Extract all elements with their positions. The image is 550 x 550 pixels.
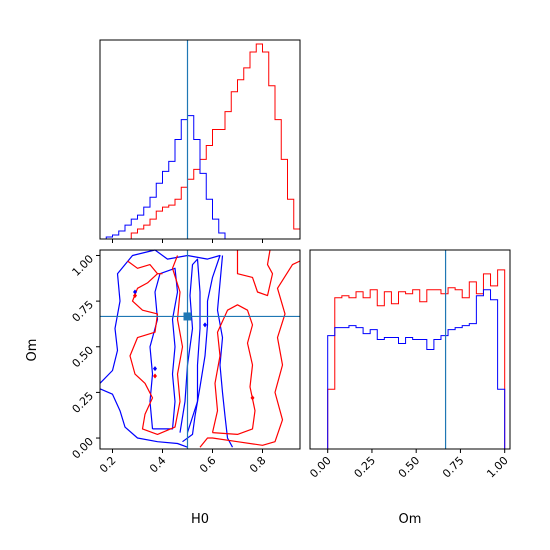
om-x-tick-label: 0.25: [352, 454, 379, 481]
joint-truth-point: [183, 312, 192, 321]
contour-red-5: [127, 255, 184, 435]
om-y-tick-label: 1.00: [70, 252, 97, 279]
om-marginal-panel: 0.00 0.25 0.50 0.75 1.00 Om: [307, 249, 511, 527]
x-axis-label-om: Om: [399, 512, 422, 527]
om-y-tick-label: 0.50: [70, 344, 97, 371]
contour-red-7: [199, 260, 301, 448]
h0-marginal-panel: [99, 39, 301, 243]
h0-histograms: [100, 43, 301, 240]
om-marginal-frame: [309, 249, 511, 450]
om-hist-blue: [327, 289, 506, 449]
h0-marginal-ticks: [112, 239, 263, 243]
contour-blue-4: [216, 255, 234, 448]
om-x-tick-label: 0.50: [396, 454, 423, 481]
contour-blue-2: [149, 267, 179, 430]
om-histograms: [327, 269, 506, 449]
h0-marginal-frame: [99, 39, 301, 240]
joint-frame: [99, 249, 301, 450]
contour-island-red: [250, 395, 255, 401]
contour-blue-1: [99, 249, 221, 443]
joint-panel: 0.2 0.4 0.6 0.8 0.00 0.25 0.50 0.75 1.00 H0 Om: [25, 249, 301, 527]
contour-blue-0: [99, 388, 188, 448]
h0-x-tick-label: 0.6: [197, 454, 219, 476]
contour-red-8: [236, 249, 274, 297]
contour-island-blue: [133, 289, 137, 295]
om-y-tick-label: 0.25: [70, 389, 97, 416]
om-y-tick-label: 0.00: [70, 435, 97, 462]
joint-contours: [99, 249, 301, 448]
h0-x-tick-label: 0.4: [147, 454, 169, 476]
h0-hist-blue: [100, 115, 300, 240]
h0-x-tick-label: 0.8: [247, 454, 269, 476]
om-x-tick-label: 0.00: [307, 454, 334, 481]
y-axis-label-om: Om: [25, 339, 40, 362]
om-marginal-ticks: 0.00 0.25 0.50 0.75 1.00: [307, 449, 511, 480]
om-y-tick-label: 0.75: [70, 298, 97, 325]
contour-island-red: [133, 293, 137, 299]
om-x-tick-label: 1.00: [484, 454, 511, 481]
contour-island-red: [153, 373, 157, 379]
h0-hist-red: [100, 43, 301, 240]
contour-red-6: [211, 304, 256, 435]
om-hist-red: [327, 269, 506, 449]
h0-x-tick-label: 0.2: [97, 454, 119, 476]
x-axis-label-h0: H0: [191, 512, 209, 527]
contour-island-blue: [153, 366, 157, 372]
om-x-tick-label: 0.75: [440, 454, 467, 481]
contour-island-blue: [203, 322, 207, 328]
